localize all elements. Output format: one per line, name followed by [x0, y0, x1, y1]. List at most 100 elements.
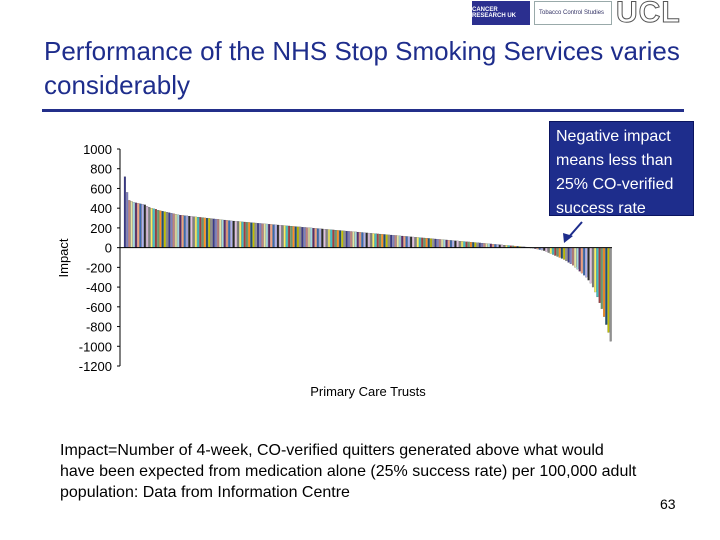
bar [558, 247, 561, 258]
bar [485, 243, 488, 248]
bar [552, 247, 555, 255]
bar [296, 226, 299, 248]
bar [243, 221, 246, 248]
bar [308, 227, 311, 248]
bar [130, 201, 133, 248]
bar [356, 231, 359, 248]
bar [425, 238, 428, 248]
bar [217, 219, 220, 248]
bar [430, 238, 433, 248]
bar [569, 247, 572, 264]
bar [594, 247, 597, 293]
bar [188, 215, 191, 248]
y-tick-label: 0 [105, 241, 112, 256]
bar [392, 235, 395, 248]
bar [128, 200, 131, 248]
bar [330, 229, 333, 248]
bar [325, 229, 328, 248]
bar [598, 247, 601, 303]
bar [148, 207, 151, 248]
bar [135, 202, 137, 248]
bar [447, 240, 450, 248]
bar [259, 223, 262, 248]
bar [219, 219, 222, 248]
bar [292, 226, 295, 248]
bar [363, 232, 366, 248]
bar [345, 230, 348, 248]
bar [192, 216, 195, 248]
y-tick-label: -400 [86, 280, 112, 295]
bar [146, 206, 149, 248]
header-logos: CANCER RESEARCH UK Tobacco Control Studi… [472, 0, 681, 28]
bar [150, 208, 153, 248]
y-tick-label: -800 [86, 320, 112, 335]
bar [452, 240, 455, 248]
bar [205, 217, 208, 248]
bar [199, 217, 202, 248]
bar [228, 220, 231, 248]
bar [250, 222, 253, 248]
bar [139, 203, 142, 248]
bar [547, 247, 550, 253]
bar [427, 238, 430, 248]
bar [274, 224, 277, 248]
y-tick-label: -1000 [79, 339, 112, 354]
bar [312, 228, 315, 248]
bar [257, 223, 259, 248]
bar [370, 233, 373, 248]
bar [319, 228, 322, 248]
bar [578, 247, 581, 272]
bar [321, 228, 324, 248]
bar [549, 247, 552, 254]
bar [456, 240, 459, 248]
bar [414, 237, 417, 248]
bar [567, 247, 570, 263]
bar [272, 224, 275, 248]
bar [605, 247, 608, 325]
bar [467, 241, 470, 248]
bar [545, 247, 548, 252]
y-tick-label: 400 [90, 201, 112, 216]
bar [152, 208, 155, 248]
bar [234, 221, 237, 248]
bar [214, 218, 217, 248]
bar [332, 229, 335, 248]
y-tick-label: -600 [86, 300, 112, 315]
bar [565, 247, 568, 262]
bar [596, 247, 599, 298]
y-tick-label: -1200 [79, 359, 112, 374]
bar [600, 247, 603, 309]
negative-impact-callout: Negative impact means less than 25% CO-v… [549, 121, 694, 217]
bar [186, 215, 189, 248]
bar [472, 242, 475, 248]
bar [474, 242, 477, 248]
bar [161, 211, 164, 248]
bar [245, 222, 248, 248]
bar [607, 247, 610, 333]
slide-title: Performance of the NHS Stop Smoking Serv… [44, 36, 680, 100]
bar [576, 247, 579, 270]
bar [197, 216, 200, 248]
bar [237, 221, 240, 248]
bar [443, 239, 446, 248]
y-tick-label: 600 [90, 181, 112, 196]
bar [585, 247, 588, 278]
bar [385, 234, 388, 248]
bar [265, 223, 268, 248]
bar [223, 219, 226, 248]
bar [412, 236, 415, 248]
bar [354, 231, 357, 248]
bar [241, 221, 244, 248]
bar [478, 242, 481, 248]
bar [563, 247, 566, 260]
bar [383, 234, 386, 248]
bar [163, 211, 166, 248]
bar [483, 243, 486, 248]
bar [268, 224, 271, 248]
tobacco-control-logo: Tobacco Control Studies [534, 1, 612, 25]
bar [137, 203, 140, 248]
bar [367, 232, 370, 248]
bar [203, 217, 206, 248]
bar [166, 212, 169, 248]
bar [372, 233, 375, 248]
